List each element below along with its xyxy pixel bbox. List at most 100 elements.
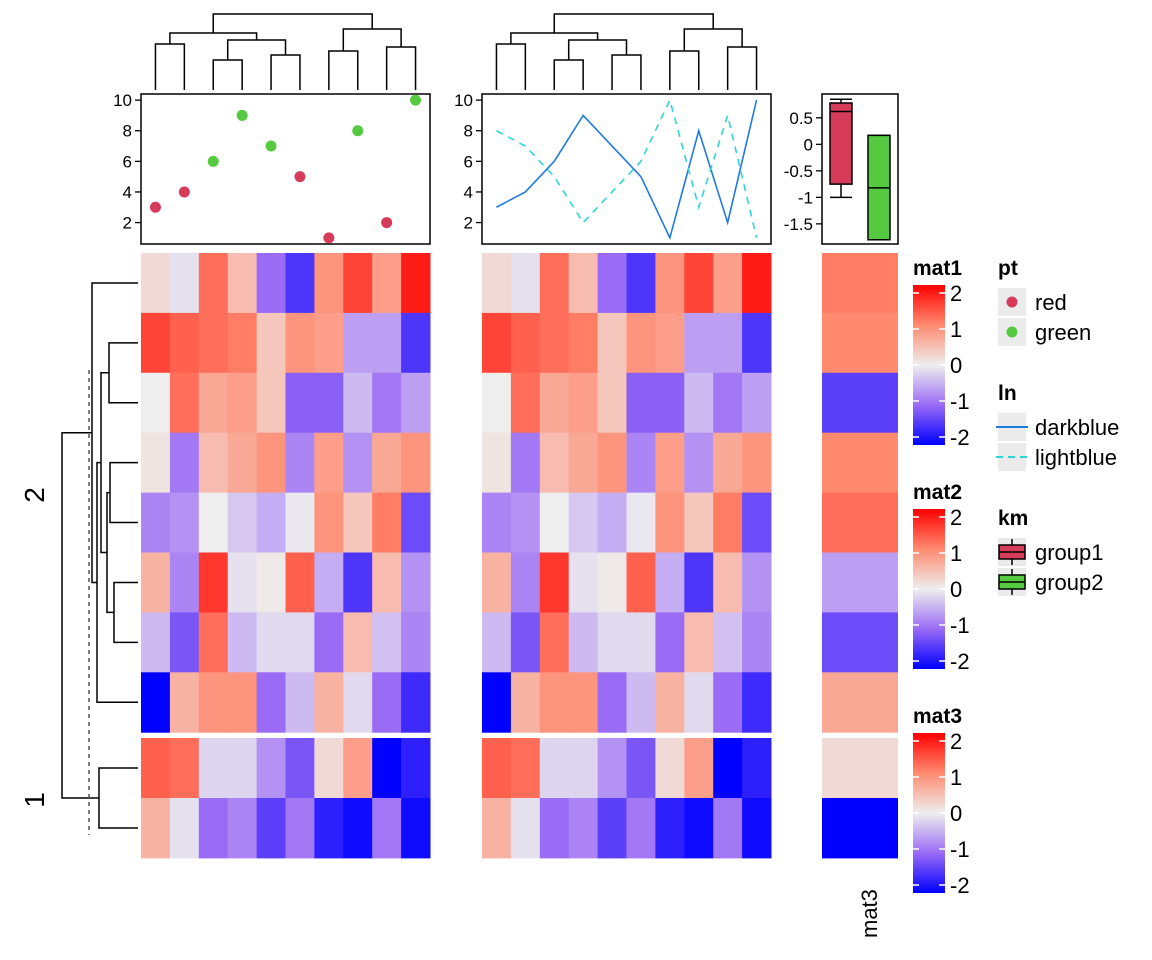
heatmap-mat1-cell — [141, 372, 171, 434]
dendrogram-branch — [553, 13, 714, 33]
dendrogram-branch — [91, 282, 138, 584]
heatmap-mat1-cell — [141, 552, 171, 613]
heatmap-mat2-cell — [626, 312, 656, 374]
dendrogram-branch — [611, 54, 642, 90]
legend-title: ln — [998, 382, 1017, 405]
heatmap-mat1-cell — [256, 372, 286, 434]
heatmap-mat2-cell — [684, 492, 714, 553]
heatmap-mat2-cell — [626, 798, 656, 859]
heatmap-mat1-cell — [198, 612, 229, 673]
legend-title: mat3 — [913, 705, 962, 728]
heatmap-mat2-cell — [597, 738, 627, 799]
heatmap-mat2-cell — [713, 312, 743, 374]
heatmap-mat1-cell — [314, 253, 344, 314]
heatmap-mat2-cell — [742, 798, 772, 859]
heatmap-mat2-cell — [655, 432, 685, 494]
heatmap-mat2-cell — [597, 612, 627, 673]
heatmap-mat1 — [141, 253, 431, 859]
dendrogram-branch — [169, 32, 258, 44]
heatmap-mat2-cell — [597, 253, 627, 314]
dendrogram-branch — [669, 50, 700, 90]
scatter-point-green — [410, 94, 422, 106]
legend-label-red: red — [1035, 290, 1067, 315]
heatmap-mat1-cell — [285, 798, 315, 859]
heatmap-mat2-cell — [684, 738, 714, 799]
y-tick-label: 0.5 — [789, 109, 813, 128]
mat3-cell — [822, 372, 898, 434]
heatmap-mat2-cell — [568, 612, 599, 673]
legend-tick-label: 1 — [950, 317, 962, 342]
heatmap-mat1-cell — [141, 798, 171, 859]
heatmap-mat2-cell — [482, 672, 512, 733]
heatmap-mat2-cell — [655, 492, 685, 553]
heatmap-mat1-cell — [314, 672, 344, 733]
dendrogram-branch — [100, 372, 109, 554]
heatmap-mat1-cell — [285, 372, 315, 434]
heatmap-mat1-cell — [169, 312, 200, 374]
heatmap-mat1-cell — [169, 798, 200, 859]
heatmap-mat2-cell — [510, 253, 541, 314]
legend-tick-label: 1 — [950, 541, 962, 566]
heatmap-mat1-cell — [314, 552, 344, 613]
y-tick-label: -1.5 — [784, 215, 813, 234]
heatmap-mat1-cell — [169, 552, 200, 613]
heatmap-mat1-cell — [401, 738, 431, 799]
heatmap-mat2-cell — [510, 552, 541, 613]
scatter-point-red — [323, 232, 335, 244]
heatmap-mat3 — [822, 253, 898, 859]
heatmap-mat2-cell — [597, 312, 627, 374]
heatmap-mat1-cell — [343, 372, 373, 434]
heatmap-mat1-cell — [372, 738, 402, 799]
mat3-column-label: mat3 — [857, 889, 882, 938]
heatmap-mat2-cell — [539, 738, 570, 799]
heatmap-mat1-cell — [314, 432, 344, 494]
heatmap-mat2-cell — [539, 612, 570, 673]
heatmap-mat1-cell — [198, 253, 229, 314]
box-group1 — [829, 98, 853, 199]
heatmap-mat1-cell — [141, 492, 171, 553]
heatmap-mat2-cell — [655, 372, 685, 434]
legend-tick-label: -1 — [950, 389, 970, 414]
heatmap-mat1-cell — [343, 798, 373, 859]
heatmap-mat1-cell — [343, 738, 373, 799]
heatmap-mat1-cell — [285, 253, 315, 314]
heatmap-mat1-cell — [314, 738, 344, 799]
heatmap-mat2-cell — [713, 612, 743, 673]
heatmap-mat1-cell — [256, 552, 286, 613]
scatter-point-green — [352, 125, 364, 137]
heatmap-mat2-cell — [655, 798, 685, 859]
box-group2 — [867, 134, 891, 241]
heatmap-mat2-cell — [510, 312, 541, 374]
legend-tick-label: 2 — [950, 729, 962, 754]
dendrogram-branch — [212, 13, 373, 33]
mat3-cell — [822, 492, 898, 553]
legend-label-green: green — [1035, 320, 1091, 345]
heatmap-mat2-cell — [597, 492, 627, 553]
row-dendrogram — [61, 282, 138, 829]
heatmap-mat2-cell — [539, 372, 570, 434]
heatmap-mat2-cell — [510, 798, 541, 859]
heatmap-mat1-cell — [227, 253, 258, 314]
y-tick-label: -0.5 — [784, 162, 813, 181]
legend-tick-label: 2 — [950, 281, 962, 306]
heatmap-mat2-cell — [482, 612, 512, 673]
heatmap-mat2-cell — [713, 253, 743, 314]
heatmap-mat1-cell — [169, 738, 200, 799]
y-tick-label: 4 — [123, 183, 132, 202]
heatmap-mat2-cell — [482, 492, 512, 553]
heatmap-mat2-cell — [713, 672, 743, 733]
heatmap-mat2-cell — [597, 432, 627, 494]
heatmap-mat2-cell — [568, 432, 599, 494]
dendrogram-branch — [109, 461, 138, 524]
legend-tick-label: 0 — [950, 577, 962, 602]
heatmap-mat1-cell — [285, 432, 315, 494]
heatmap-mat1-cell — [401, 253, 431, 314]
legend-label-darkblue: darkblue — [1035, 415, 1119, 440]
legend-tick-label: -2 — [950, 873, 970, 898]
line-series-darkblue — [496, 99, 758, 241]
heatmap-mat2-cell — [655, 312, 685, 374]
heatmap-mat2-cell — [713, 372, 743, 434]
